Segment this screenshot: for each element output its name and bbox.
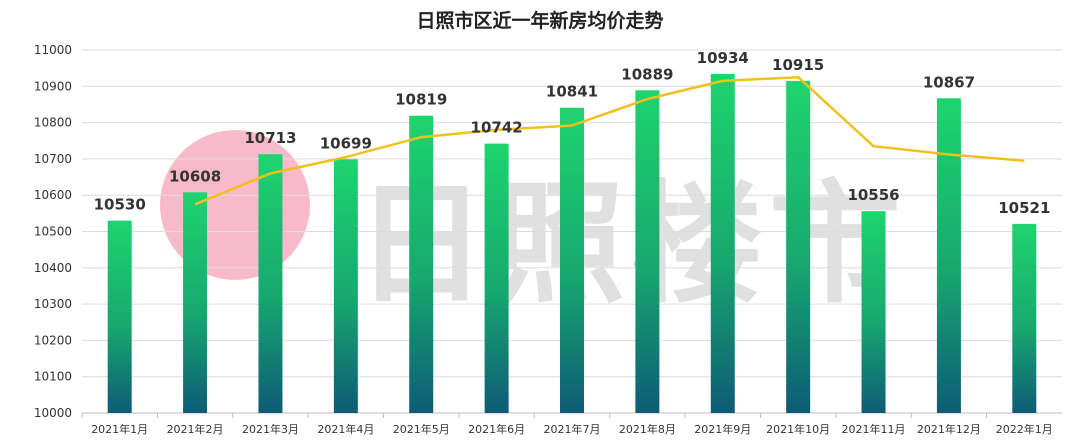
x-tick-label: 2022年1月 [996,422,1053,436]
x-tick-label: 2021年10月 [766,422,830,436]
data-label: 10934 [697,49,749,67]
y-tick-label: 10300 [34,297,72,311]
x-tick-label: 2021年7月 [544,422,601,436]
x-tick-label: 2021年8月 [619,422,676,436]
trendline [194,75,1025,206]
x-tick-label: 2021年6月 [468,422,525,436]
y-tick-label: 10700 [34,152,72,166]
bar [560,107,584,413]
data-label: 10742 [471,119,523,137]
data-label: 10530 [94,196,146,214]
bar [936,98,961,414]
data-label: 10608 [169,167,221,185]
data-label: 10915 [772,56,824,74]
y-tick-label: 10900 [34,79,72,93]
data-label: 10819 [395,91,447,109]
x-tick-label: 2021年2月 [167,422,224,436]
data-label: 10889 [621,65,673,83]
chart-title: 日照市区近一年新房均价走势 [416,10,664,32]
bar [107,220,132,413]
y-tick-label: 10600 [34,188,72,202]
bar [409,115,434,413]
x-tick-label: 2021年4月 [317,422,374,436]
data-label: 10867 [923,73,975,91]
y-tick-label: 10000 [34,406,72,420]
bar [786,80,811,413]
x-tick-label: 2021年11月 [842,422,906,436]
bar [635,90,660,413]
bar [258,154,283,413]
data-labels: 10530 10608 10713 10699 10819 10742 10841 10889… [94,49,1051,217]
data-label: 10556 [847,186,899,204]
trendline-path [194,75,1025,206]
x-tick-label: 2021年9月 [694,422,751,436]
y-tick-label: 10500 [34,225,72,239]
x-tick-label: 2021年5月 [393,422,450,436]
bar [710,73,735,413]
data-label: 10521 [998,199,1050,217]
y-tick-label: 10400 [34,261,72,275]
x-tick-label: 2021年3月 [242,422,299,436]
data-label: 10699 [320,134,372,152]
x-tick-label: 2021年1月 [91,422,148,436]
bar [1012,223,1037,413]
y-tick-label: 11000 [34,43,72,57]
bar [484,143,509,414]
bar [183,192,208,413]
data-label: 10713 [244,129,296,147]
y-tick-label: 10800 [34,116,72,130]
bar [861,211,886,413]
x-tick-label: 2021年12月 [917,422,981,436]
y-tick-label: 10100 [34,370,72,384]
x-axis-ticks: 2021年1月 2021年2月 2021年3月 2021年4月 2021年5月 2021年… [91,422,1053,436]
bars [107,73,1037,414]
bar [333,159,358,413]
y-tick-label: 10200 [34,333,72,347]
data-label: 10841 [546,83,598,101]
y-axis-ticks: 10000 10100 10200 10300 10400 10500 10600 10700… [34,43,72,420]
